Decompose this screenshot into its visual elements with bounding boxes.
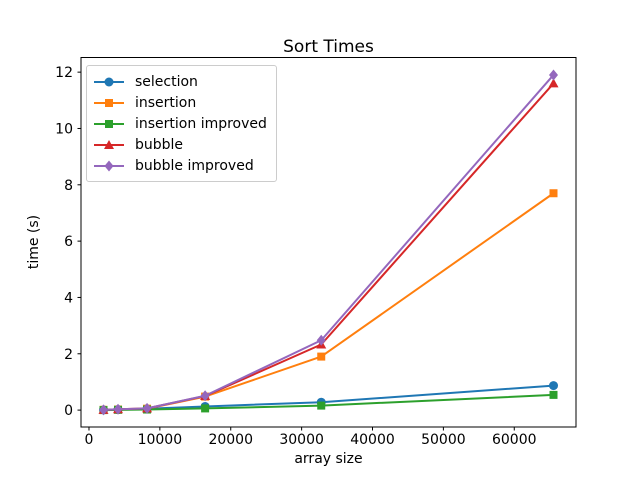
square-marker-icon <box>94 119 124 128</box>
y-tick-label: 0 <box>64 403 73 419</box>
legend-handle-marker <box>104 160 114 171</box>
legend-label: bubble <box>135 136 184 153</box>
series-marker-insertion-improved <box>201 404 210 413</box>
x-tick-label: 40000 <box>350 432 395 448</box>
legend-entry-insertion: insertion <box>93 92 267 113</box>
x-tick-label: 50000 <box>421 432 466 448</box>
legend-entry-bubble-improved: bubble improved <box>93 155 267 176</box>
x-tick-label: 0 <box>85 432 94 448</box>
legend-handle-marker <box>105 98 113 107</box>
series-marker-bubble-improved <box>200 390 210 402</box>
x-tick-label: 10000 <box>138 432 183 448</box>
legend-entry-insertion-improved: insertion improved <box>93 113 267 134</box>
legend-handle-marker <box>105 119 113 128</box>
series-marker-bubble-improved <box>142 402 152 414</box>
series-marker-selection <box>549 381 559 391</box>
triangle-marker-icon <box>94 139 124 149</box>
series-marker-bubble-improved <box>316 334 326 346</box>
legend-label: selection <box>135 73 198 90</box>
legend-label: bubble improved <box>135 157 254 174</box>
series-marker-insertion <box>317 352 326 361</box>
x-axis-label: array size <box>294 451 363 467</box>
chart-title: Sort Times <box>283 37 374 57</box>
x-tick-label: 30000 <box>279 432 324 448</box>
y-tick-label: 4 <box>64 290 73 306</box>
circle-marker-icon <box>94 77 124 86</box>
series-line-insertion <box>103 192 555 411</box>
series-marker-insertion-improved <box>549 390 558 399</box>
series-marker-bubble <box>548 78 559 88</box>
legend-box: selection insertion insertion improved bubb… <box>86 65 277 182</box>
series-marker-bubble-improved <box>113 403 123 415</box>
axes-frame <box>80 57 577 428</box>
y-axis-label: time (s) <box>26 214 42 270</box>
y-tick-label: 10 <box>55 121 73 137</box>
legend-label: insertion <box>135 94 197 111</box>
y-tick-label: 12 <box>55 65 73 81</box>
series-marker-bubble-improved <box>98 404 108 416</box>
legend-entry-selection: selection <box>93 71 267 92</box>
x-tick-label: 60000 <box>492 432 537 448</box>
y-tick-label: 8 <box>64 178 73 194</box>
series-marker-insertion-improved <box>317 401 326 410</box>
legend-entry-bubble: bubble <box>93 134 267 155</box>
square-marker-icon <box>94 98 124 107</box>
series-marker-insertion <box>549 189 558 198</box>
legend-label: insertion improved <box>135 115 267 132</box>
y-tick-label: 2 <box>64 347 73 363</box>
y-tick-label: 6 <box>64 234 73 250</box>
series-marker-bubble-improved <box>549 69 559 81</box>
legend-handle-marker <box>104 77 114 86</box>
x-tick-label: 20000 <box>208 432 253 448</box>
diamond-marker-icon <box>94 160 124 171</box>
legend-handle-marker <box>104 139 114 149</box>
